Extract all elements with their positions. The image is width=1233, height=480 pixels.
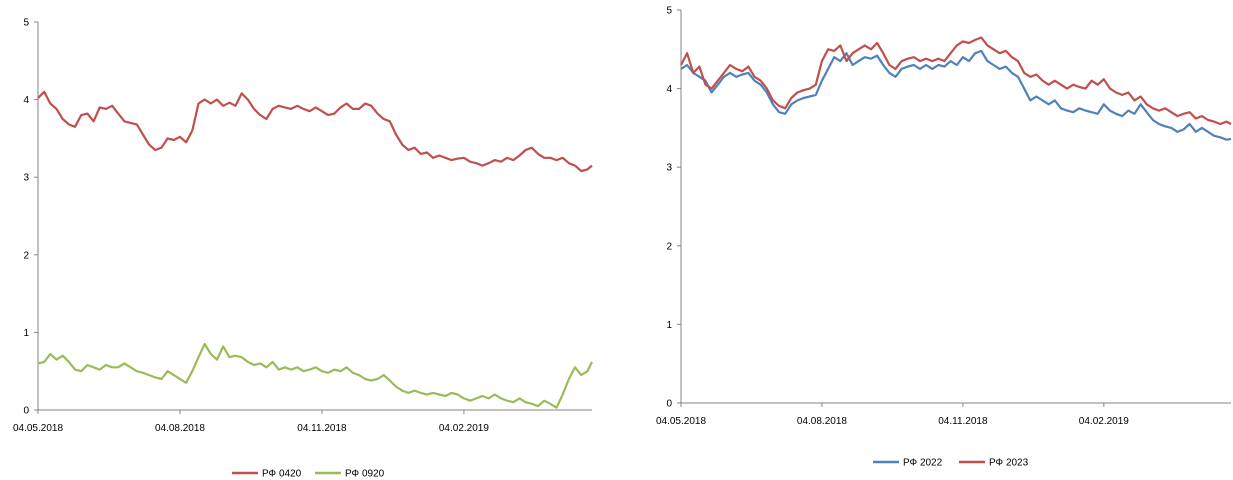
y-tick-label: 3: [23, 173, 29, 184]
legend-label: РФ 0920: [345, 469, 385, 480]
x-tick-label: 04.05.2018: [656, 416, 706, 427]
x-tick-label: 04.11.2018: [297, 423, 347, 434]
chart-right: 0 1 2 3 4 5 04.05.2018 04.08.2018 04.11.2018 04.0…: [656, 6, 1232, 469]
y-tick-label: 0: [23, 406, 29, 417]
y-tick-label: 1: [666, 320, 672, 331]
y-tick-label: 4: [23, 95, 29, 106]
x-tick-label: 04.05.2018: [13, 423, 63, 434]
series-line-0: [680, 49, 1232, 141]
x-tick-label: 04.08.2018: [797, 416, 847, 427]
series-line-1: [37, 342, 593, 409]
x-tick-label: 04.08.2018: [155, 423, 205, 434]
x-tick-label: 04.02.2019: [439, 423, 489, 434]
y-tick-label: 3: [666, 163, 672, 174]
y-tick-label: 2: [23, 250, 29, 261]
y-tick-label: 0: [666, 399, 672, 410]
series-line-1: [680, 36, 1232, 126]
series-line-0: [37, 90, 593, 173]
legend-label: РФ 2022: [903, 458, 943, 469]
x-tick-label: 04.11.2018: [938, 416, 988, 427]
y-tick-label: 5: [23, 18, 29, 29]
y-tick-label: 1: [23, 328, 29, 339]
legend-label: РФ 0420: [262, 469, 302, 480]
y-tick-label: 2: [666, 241, 672, 252]
y-tick-label: 5: [666, 6, 672, 17]
legend-label: РФ 2023: [989, 458, 1029, 469]
x-tick-label: 04.02.2019: [1079, 416, 1129, 427]
chart-left: 0 1 2 3 4 5 04.05.2018 04.08.2018 04.11.2018 04.0…: [13, 18, 593, 480]
y-tick-label: 4: [666, 84, 672, 95]
